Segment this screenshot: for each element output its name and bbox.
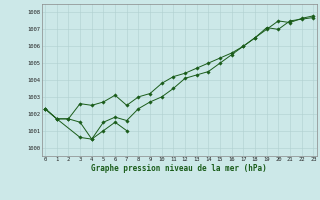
X-axis label: Graphe pression niveau de la mer (hPa): Graphe pression niveau de la mer (hPa) xyxy=(91,164,267,173)
